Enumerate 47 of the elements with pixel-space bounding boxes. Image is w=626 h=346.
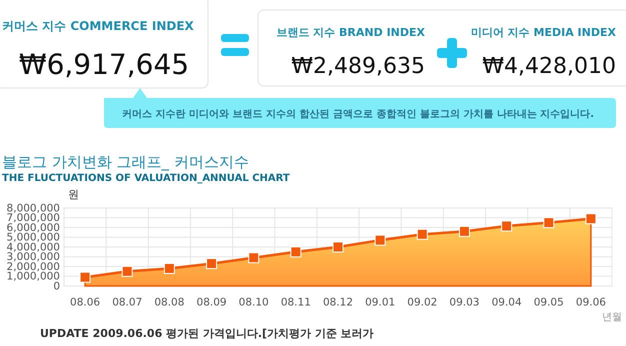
- point: [501, 220, 512, 232]
- y-tick-label: 5,000,000: [6, 232, 60, 244]
- x-tick-label: 08.08: [154, 296, 184, 308]
- text: 커머스 지수란 미디어와 브랜드 지수의 합산된 금액으로 종합적인 블로그의 가치를 나타내는 지수입니다.: [122, 109, 594, 120]
- y-tick-label: 0: [53, 280, 60, 292]
- x-tick-label: 08.11: [280, 296, 311, 308]
- x-tick-label: 08.07: [112, 296, 142, 308]
- x-tick-label: 09.05: [534, 296, 564, 308]
- x-tick-label: 09.06: [576, 296, 606, 308]
- y-tick-label: 8,000,000: [6, 202, 60, 214]
- point: [248, 252, 260, 264]
- text: 미디어 지수 MEDIA INDEX: [470, 26, 617, 39]
- text: ₩2,489,635: [291, 54, 425, 79]
- text: ₩4,428,010: [482, 54, 616, 79]
- y-axis-title: 원: [68, 188, 79, 201]
- point: [206, 258, 218, 270]
- point: [164, 262, 175, 274]
- y-tick-label: 3,000,000: [6, 251, 60, 264]
- point: [374, 234, 386, 246]
- x-tick-label: 09.02: [407, 296, 438, 308]
- point: [458, 226, 470, 237]
- x-tick-label: 09.01: [365, 296, 396, 308]
- point: [543, 217, 554, 228]
- text: 커머스 지수 COMMERCE INDEX: [2, 19, 195, 33]
- chart-subtitle: THE FLUCTUATIONS OF VALUATION_ANNUAL CHART: [2, 173, 290, 184]
- y-tick-label: 4,000,000: [6, 241, 60, 254]
- x-tick-label: 08.06: [70, 296, 100, 308]
- y-tick-label: 2,000,000: [6, 260, 60, 273]
- text: ₩6,917,645: [18, 48, 190, 81]
- y-tick-label: 6,000,000: [6, 222, 60, 234]
- point: [332, 242, 344, 252]
- x-tick-label: 09.04: [492, 296, 522, 308]
- text: UPDATE 2009.06.06 평가된 가격입니다.[가치평가 기준 보러가: [40, 327, 374, 340]
- y-tick-label: 7,000,000: [6, 212, 60, 224]
- point: [585, 213, 596, 224]
- x-tick-label: 08.09: [196, 296, 227, 308]
- point: [290, 246, 302, 258]
- text: 브랜드 지수 BRAND INDEX: [276, 26, 426, 39]
- x-tick-label: 09.03: [449, 296, 480, 308]
- point: [416, 228, 428, 240]
- x-tick-label: 08.12: [322, 296, 354, 308]
- point: [80, 272, 91, 283]
- y-tick-label: 1,000,000: [6, 270, 60, 283]
- x-axis-title: 년월: [602, 312, 622, 323]
- chart-title: 블로그 가치변화 그래프_ 커머스지수: [2, 153, 249, 171]
- point: [122, 266, 133, 277]
- x-tick-label: 08.10: [238, 296, 269, 308]
